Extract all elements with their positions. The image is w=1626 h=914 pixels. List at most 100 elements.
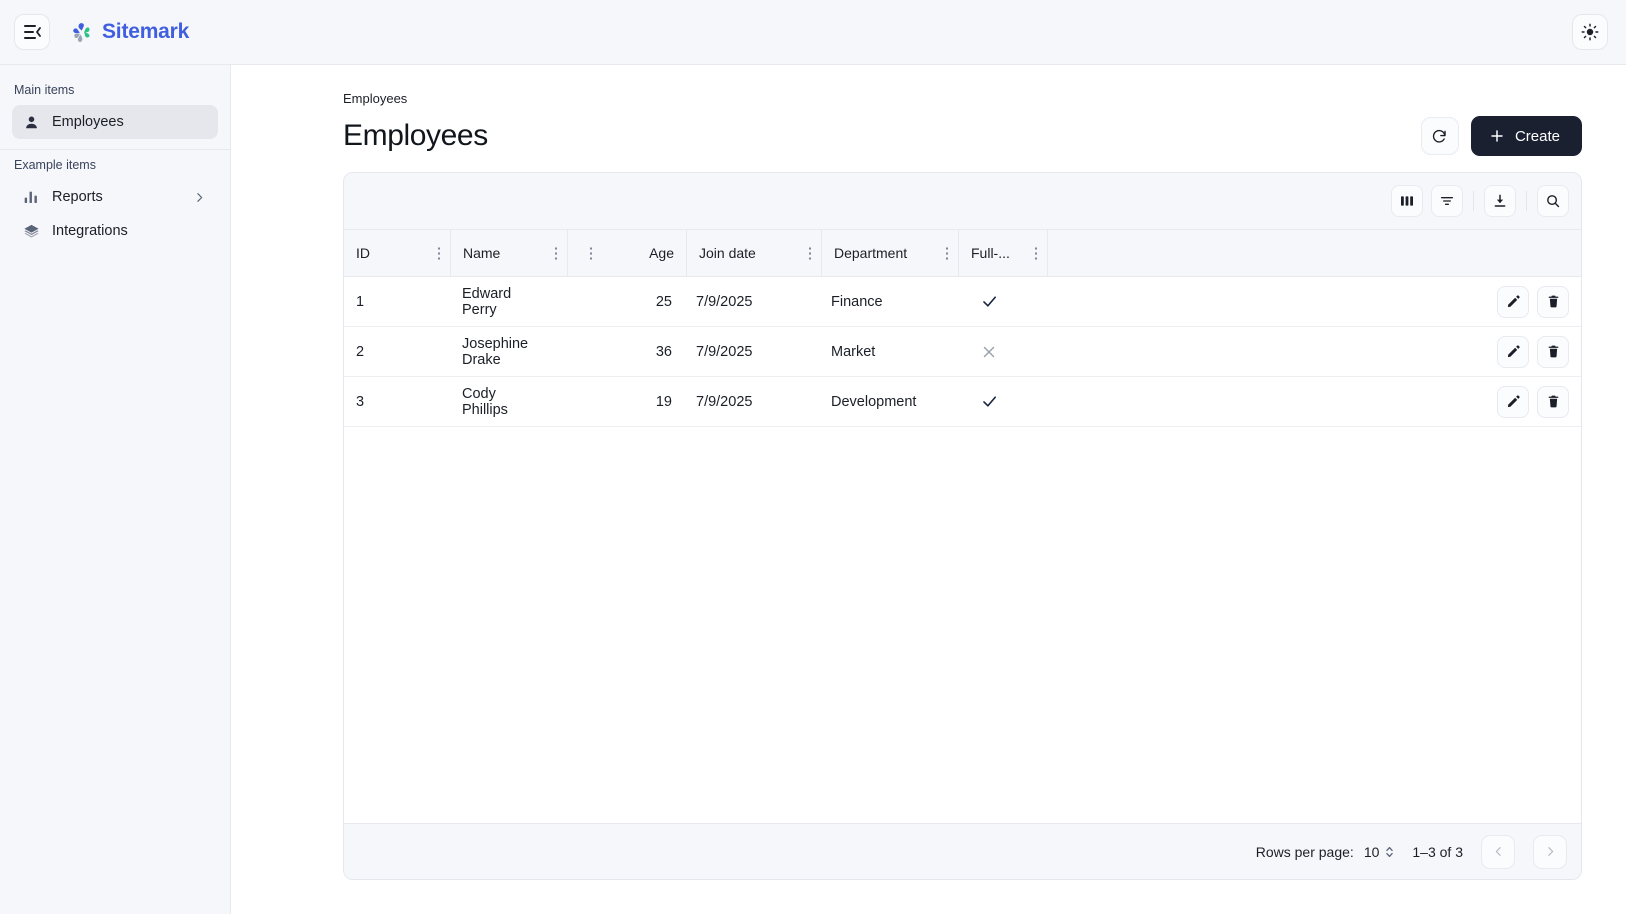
delete-icon [1548, 345, 1558, 358]
column-header-age: Age [614, 230, 686, 276]
toolbar-divider-2 [1526, 191, 1527, 211]
theme-toggle-button[interactable] [1572, 14, 1608, 50]
page-header-actions: Create [1420, 116, 1582, 156]
sitemark-logo-icon [73, 22, 90, 42]
check-icon [982, 396, 996, 407]
download-icon [1494, 194, 1506, 207]
sidebar-item-reports[interactable]: Reports [12, 180, 218, 214]
cell-join-date: 7/9/2025 [696, 343, 753, 360]
column-menu-join-date[interactable]: ⋮ [802, 244, 818, 262]
create-button[interactable]: Create [1470, 116, 1582, 156]
close-icon [983, 346, 995, 357]
cell-gap-5 [934, 327, 956, 376]
row-actions [1497, 377, 1581, 426]
check-icon [982, 296, 996, 307]
table-row[interactable]: 1 Edward Perry 25 7/9/2025 Finance [344, 277, 1581, 327]
next-page-button[interactable] [1533, 834, 1567, 869]
create-button-label: Create [1514, 127, 1560, 145]
delete-button[interactable] [1537, 385, 1569, 418]
columns-button[interactable] [1391, 185, 1423, 217]
cell-join-date: 7/9/2025 [696, 393, 753, 410]
table-row[interactable]: 3 Cody Phillips 19 7/9/2025 Development [344, 377, 1581, 427]
column-header-label-age: Age [649, 245, 674, 261]
column-header-label-full-time: Full-... [971, 245, 1010, 261]
toolbar-divider-1 [1473, 191, 1474, 211]
edit-button[interactable] [1497, 285, 1529, 318]
plus-icon [1491, 130, 1503, 142]
row-actions [1497, 277, 1581, 326]
body-row: Main items Employees Example items [0, 65, 1626, 914]
search-button[interactable] [1537, 185, 1569, 217]
delete-icon [1548, 295, 1558, 308]
sidebar: Main items Employees Example items [0, 65, 231, 914]
column-header-full-time: Full-... [959, 230, 1025, 276]
chevron-right-icon [190, 188, 208, 206]
cell-gap-4 [797, 327, 819, 376]
search-icon [1547, 195, 1560, 208]
grid-header-row: ID ⋮ Name ⋮ ⋮ Age Join date [344, 229, 1581, 277]
cell-gap-2 [544, 327, 566, 376]
column-menu-name[interactable]: ⋮ [548, 244, 564, 262]
column-menu-full-time[interactable]: ⋮ [1028, 244, 1044, 262]
top-bar: Sitemark [0, 0, 1626, 65]
refresh-button[interactable] [1420, 117, 1459, 155]
edit-button[interactable] [1497, 385, 1529, 418]
brand[interactable]: Sitemark [70, 20, 189, 44]
rows-per-page-select[interactable]: 10 [1364, 844, 1395, 860]
cell-age: 25 [655, 293, 672, 310]
cell-gap-2 [544, 277, 566, 326]
sidebar-item-employees[interactable]: Employees [12, 105, 218, 139]
cell-gap-1 [428, 327, 450, 376]
cell-age: 36 [655, 343, 672, 360]
data-grid: ID ⋮ Name ⋮ ⋮ Age Join date [343, 172, 1582, 880]
cell-name: Josephine Drake [462, 335, 529, 368]
header-divider-2 [567, 230, 568, 276]
delete-button[interactable] [1537, 285, 1569, 318]
edit-button[interactable] [1497, 335, 1529, 368]
previous-page-button[interactable] [1481, 834, 1515, 869]
column-header-actions [1048, 230, 1581, 276]
cell-name: Cody Phillips [462, 385, 508, 418]
cell-gap-5 [934, 277, 956, 326]
cell-gap-2 [544, 377, 566, 426]
cell-name: Edward Perry [462, 285, 512, 318]
cell-full-time [956, 327, 1022, 376]
column-header-label-join-date: Join date [699, 245, 756, 261]
chevron-right-icon [1547, 847, 1553, 856]
cell-department: Finance [831, 293, 883, 310]
refresh-icon [1433, 129, 1447, 143]
grid-footer: Rows per page: 10 1–3 of 3 [344, 823, 1581, 879]
edit-icon [1507, 395, 1520, 408]
column-menu-age[interactable]: ⋮ [583, 244, 599, 262]
rows-per-page-value: 10 [1363, 843, 1380, 860]
column-menu-id[interactable]: ⋮ [431, 244, 447, 262]
sidebar-item-integrations[interactable]: Integrations [12, 214, 218, 248]
cell-gap-4 [797, 277, 819, 326]
edit-icon [1507, 345, 1520, 358]
cell-department: Development [831, 393, 917, 410]
header-divider-6 [1047, 230, 1048, 276]
header-divider-1 [450, 230, 451, 276]
filter-button[interactable] [1431, 185, 1463, 217]
rows-per-page-label: Rows per page: [1255, 843, 1354, 860]
export-button[interactable] [1484, 185, 1516, 217]
column-menu-department[interactable]: ⋮ [939, 244, 955, 262]
cell-gap-3 [566, 277, 612, 326]
menu-collapse-icon [23, 25, 41, 39]
header-divider-4 [821, 230, 822, 276]
page-title: Employees [343, 119, 488, 152]
main-content: Employees Employees [231, 65, 1626, 914]
brand-name: Sitemark [102, 20, 190, 43]
sun-icon [1581, 23, 1599, 41]
delete-button[interactable] [1537, 335, 1569, 368]
cell-id: 1 [356, 293, 365, 310]
table-row[interactable]: 2 Josephine Drake 36 7/9/2025 Market [344, 327, 1581, 377]
column-header-label-name: Name [463, 245, 501, 261]
person-icon [22, 113, 40, 131]
menu-collapse-button[interactable] [14, 14, 50, 50]
cell-gap-5 [934, 377, 956, 426]
columns-icon [1401, 196, 1413, 206]
cell-join-date: 7/9/2025 [696, 293, 753, 310]
chevron-left-icon [1495, 847, 1501, 856]
